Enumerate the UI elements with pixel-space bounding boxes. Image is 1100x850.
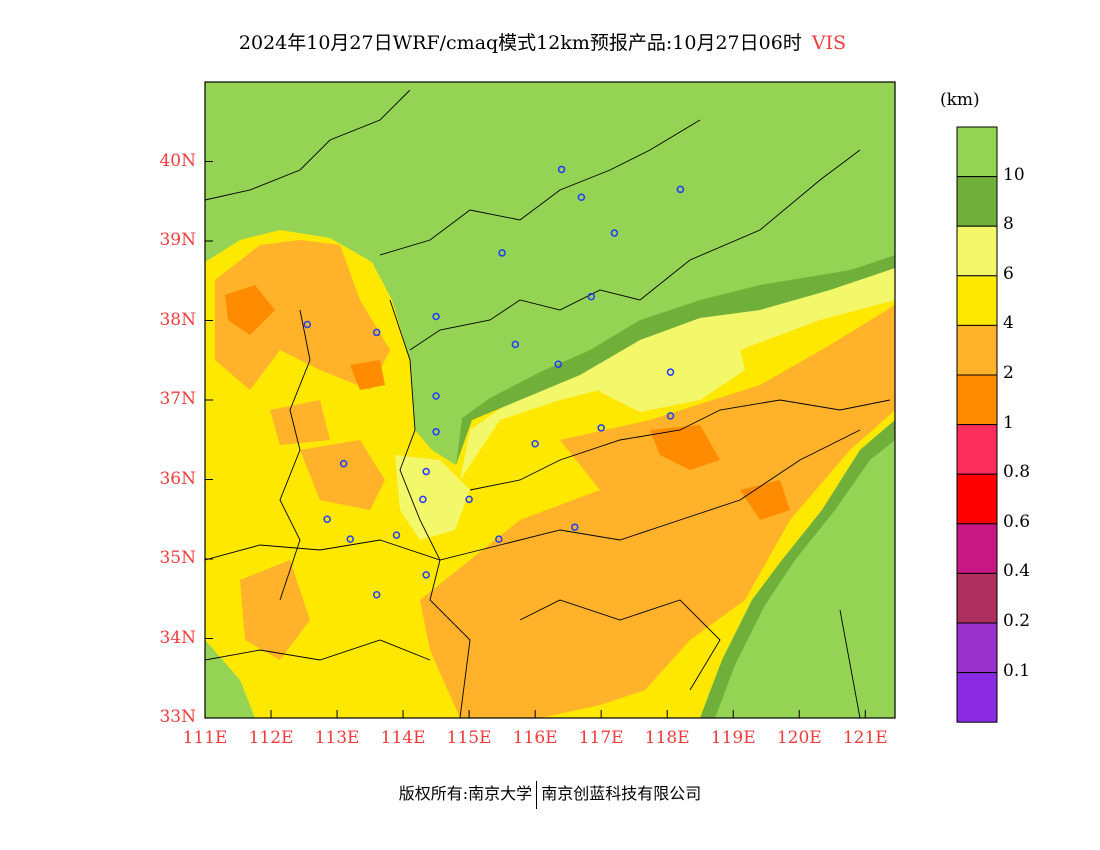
lon-label: 119E xyxy=(710,728,756,748)
colorbar-label: 0.8 xyxy=(1003,462,1031,483)
colorbar-label: 8 xyxy=(1003,214,1014,235)
colorbar-swatch xyxy=(956,126,998,178)
colorbar-swatch xyxy=(956,374,998,426)
station-marker xyxy=(432,392,440,400)
station-marker xyxy=(571,523,579,531)
vis-2-4-area-w xyxy=(240,400,385,660)
lon-label: 118E xyxy=(644,728,690,748)
lon-label: 115E xyxy=(446,728,492,748)
colorbar-swatch xyxy=(956,225,998,277)
colorbar-swatch xyxy=(956,324,998,376)
station-marker xyxy=(587,292,596,301)
colorbar-label: 0.4 xyxy=(1003,561,1031,582)
lon-label: 116E xyxy=(512,728,558,748)
copyright-footer: 版权所有:南京大学 南京创蓝科技有限公司 xyxy=(0,780,1100,809)
province-boundaries xyxy=(205,89,891,718)
copyright-left: 版权所有:南京大学 xyxy=(398,784,533,803)
station-marker xyxy=(303,320,312,329)
station-marker xyxy=(392,531,401,539)
station-marker xyxy=(666,368,675,376)
colorbar-label: 0.6 xyxy=(1003,511,1031,532)
lon-label: 117E xyxy=(578,728,624,748)
colorbar-unit: (km) xyxy=(940,90,980,110)
vis-10plus-north xyxy=(205,82,895,465)
station-marker xyxy=(676,185,685,194)
variable-name: VIS xyxy=(811,32,847,54)
colorbar-swatch xyxy=(956,672,998,723)
station-marker xyxy=(610,229,619,237)
lat-label: 39N xyxy=(159,230,196,250)
station-marker xyxy=(511,340,520,349)
lon-label: 111E xyxy=(182,728,228,748)
colorbar-label: 10 xyxy=(1003,164,1025,185)
colorbar-swatch xyxy=(956,523,998,574)
station-marker xyxy=(422,571,430,579)
station-marker xyxy=(495,535,503,543)
station-marker xyxy=(554,360,563,368)
lat-label: 33N xyxy=(159,707,196,727)
station-marker xyxy=(498,249,506,257)
station-marker xyxy=(432,312,440,321)
visibility-field xyxy=(205,82,895,718)
lat-label: 36N xyxy=(159,468,196,489)
lat-label: 40N xyxy=(159,150,196,171)
station-marker xyxy=(323,515,331,523)
lat-label: 37N xyxy=(159,389,196,409)
station-marker xyxy=(557,165,566,174)
lon-label: 120E xyxy=(776,728,822,748)
station-marker xyxy=(339,459,348,468)
colorbar-swatch xyxy=(956,473,998,525)
colorbar-label: 1 xyxy=(1003,412,1014,433)
colorbar-label: 0.2 xyxy=(1003,611,1031,631)
colorbar-label: 0.1 xyxy=(1003,660,1031,681)
colorbar-label: 4 xyxy=(1003,313,1014,334)
station-marker xyxy=(531,439,539,448)
lat-label: 34N xyxy=(159,627,196,648)
colorbar-label: 6 xyxy=(1003,263,1014,284)
colorbar-swatch xyxy=(956,572,998,624)
station-markers xyxy=(303,165,685,599)
station-marker xyxy=(597,424,605,432)
figure-title: 2024年10月27日WRF/cmaq模式12km预报产品:10月27日06时 V… xyxy=(0,28,1085,55)
footer-separator xyxy=(536,780,538,809)
lon-label: 121E xyxy=(842,728,888,748)
station-marker xyxy=(346,535,355,543)
station-marker xyxy=(465,495,473,504)
lon-label: 112E xyxy=(248,728,294,748)
vis-10plus-sw xyxy=(205,640,255,718)
axis-ticks xyxy=(204,161,866,719)
colorbar-swatch xyxy=(956,622,998,674)
station-marker xyxy=(372,328,381,337)
station-marker xyxy=(577,193,586,202)
station-marker xyxy=(432,428,440,436)
station-marker xyxy=(419,495,427,504)
copyright-right: 南京创蓝科技有限公司 xyxy=(541,784,702,803)
vis-6-8-area-center xyxy=(395,455,470,540)
vis-2-4-area-nw xyxy=(215,240,390,390)
lat-label: 38N xyxy=(159,309,196,330)
station-marker xyxy=(372,591,381,599)
vis-8-10-band xyxy=(456,255,895,465)
colorbar-swatch xyxy=(956,176,998,227)
lon-label: 113E xyxy=(314,728,360,748)
vis-8-10-coast xyxy=(700,420,895,718)
colorbar-swatch xyxy=(956,424,998,475)
station-marker xyxy=(422,467,430,476)
lon-label: 114E xyxy=(380,728,426,748)
colorbar-label: 2 xyxy=(1003,363,1014,383)
colorbar xyxy=(956,126,998,723)
colorbar-swatch xyxy=(956,275,998,326)
title-text: 2024年10月27日WRF/cmaq模式12km预报产品:10月27日06时 xyxy=(238,32,802,54)
vis-2-4-area-se xyxy=(420,305,895,718)
lat-label: 35N xyxy=(159,548,196,568)
station-marker xyxy=(666,412,675,420)
